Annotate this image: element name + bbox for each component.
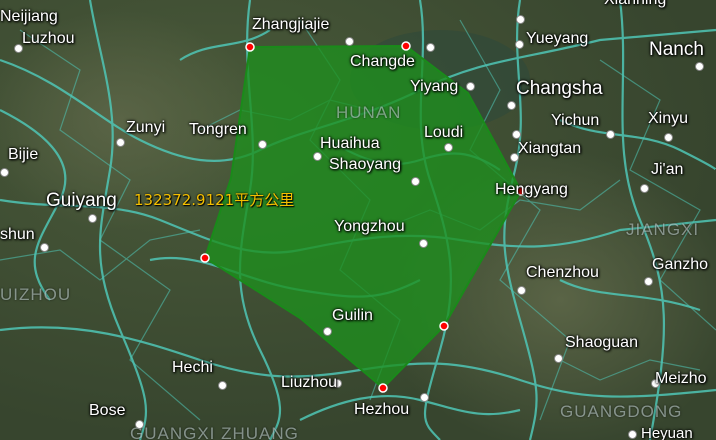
city-label-changde[interactable]: Changde — [350, 53, 415, 70]
city-label-guiyang[interactable]: Guiyang — [46, 190, 117, 211]
city-dot — [0, 168, 9, 177]
city-dot — [218, 381, 227, 390]
city-label-zunyi[interactable]: Zunyi — [126, 119, 166, 136]
city-label-luzhou[interactable]: Luzhou — [22, 30, 75, 47]
city-label-xinyu[interactable]: Xinyu — [648, 110, 689, 127]
polygon-vertex[interactable] — [245, 42, 255, 52]
city-label-meizhou[interactable]: Meizho — [655, 370, 707, 387]
city-dot — [664, 133, 673, 142]
city-label-shaoguan[interactable]: Shaoguan — [565, 334, 638, 351]
measured-area-polygon[interactable] — [203, 44, 523, 390]
city-label-xianning[interactable]: Xianning — [604, 0, 666, 9]
city-label-hezhou[interactable]: Hezhou — [354, 401, 410, 418]
region-label-hunan: HUNAN — [336, 103, 402, 122]
polygon-vertex[interactable] — [516, 186, 526, 196]
city-dot — [466, 82, 475, 91]
city-label-yongzhou[interactable]: Yongzhou — [334, 218, 405, 235]
city-label-chenzhou[interactable]: Chenzhou — [526, 264, 599, 281]
city-dot — [345, 37, 354, 46]
city-label-zhangjiajie[interactable]: Zhangjiajie — [252, 16, 330, 33]
city-label-ganzhou[interactable]: Ganzho — [652, 256, 709, 273]
polygon-vertex[interactable] — [439, 321, 449, 331]
city-dot — [135, 420, 144, 429]
city-dot — [695, 62, 704, 71]
region-label-guizhou: UIZHOU — [0, 285, 72, 304]
city-label-guilin[interactable]: Guilin — [332, 307, 373, 324]
city-label-xiangtan[interactable]: Xiangtan — [518, 140, 582, 157]
city-dot — [640, 184, 649, 193]
city-dot — [258, 140, 267, 149]
city-dot — [116, 138, 125, 147]
city-label-nanchang[interactable]: Nanch — [649, 39, 704, 60]
city-label-neijiang[interactable]: Neijiang — [0, 8, 58, 25]
city-dot — [510, 153, 519, 162]
city-dot — [40, 243, 49, 252]
region-label-jiangxi: JIANGXI — [626, 220, 700, 239]
city-label-heyuan[interactable]: Heyuan — [641, 425, 693, 440]
city-label-huaihua[interactable]: Huaihua — [320, 135, 380, 152]
city-dot — [515, 40, 524, 49]
city-label-liuzhou[interactable]: Liuzhou — [281, 374, 338, 391]
city-label-yichun[interactable]: Yichun — [551, 112, 600, 129]
city-dot — [606, 130, 615, 139]
city-label-shaoyang[interactable]: Shaoyang — [329, 156, 402, 173]
city-dot — [419, 239, 428, 248]
city-dot — [512, 130, 521, 139]
polygon-vertex[interactable] — [378, 383, 388, 393]
city-label-yueyang[interactable]: Yueyang — [526, 30, 589, 47]
polygon-vertex[interactable] — [200, 253, 210, 263]
polygon-vertex[interactable] — [401, 41, 411, 51]
city-dot — [88, 214, 97, 223]
city-label-jian[interactable]: Ji'an — [651, 161, 684, 178]
city-label-changsha[interactable]: Changsha — [516, 78, 603, 99]
city-dot — [644, 277, 653, 286]
city-label-bijie[interactable]: Bijie — [8, 146, 39, 163]
city-dot — [517, 286, 526, 295]
city-label-hechi[interactable]: Hechi — [172, 359, 213, 376]
city-dot — [411, 177, 420, 186]
city-dot — [628, 430, 637, 439]
city-label-bose[interactable]: Bose — [89, 402, 126, 419]
city-dot — [14, 44, 23, 53]
city-dot — [333, 379, 342, 388]
city-label-tongren[interactable]: Tongren — [189, 121, 247, 138]
city-dot — [313, 152, 322, 161]
city-label-hengyang[interactable]: Hengyang — [495, 181, 568, 198]
region-label-guangdong: GUANGDONG — [560, 402, 683, 421]
polygon-vertices — [200, 41, 526, 393]
city-label-loudi[interactable]: Loudi — [424, 124, 464, 141]
city-dot — [426, 43, 435, 52]
city-dot — [420, 393, 429, 402]
city-dot — [323, 327, 332, 336]
region-label-guangxi: GUANGXI ZHUANG — [130, 424, 299, 440]
city-dot — [516, 15, 525, 24]
city-dot — [507, 101, 516, 110]
area-measurement-label: 132372.9121平方公里 — [134, 191, 295, 209]
city-label-anshun[interactable]: shun — [0, 226, 35, 243]
city-dot — [651, 379, 660, 388]
city-dot — [444, 143, 453, 152]
city-label-yiyang[interactable]: Yiyang — [410, 78, 459, 95]
city-dot — [554, 354, 563, 363]
